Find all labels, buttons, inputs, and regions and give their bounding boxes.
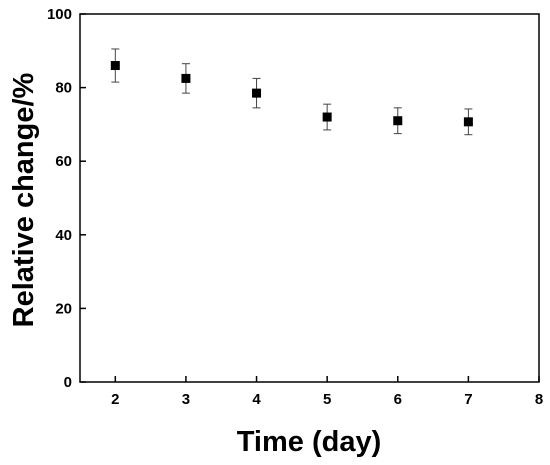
data-point [393, 116, 403, 126]
x-tick-label: 6 [394, 391, 402, 408]
x-tick-label: 4 [252, 391, 261, 408]
y-tick-label: 80 [55, 80, 72, 97]
y-axis: 0 20 40 60 80 100 [47, 6, 86, 391]
x-tick-label: 2 [111, 391, 119, 408]
y-tick-label: 40 [55, 227, 72, 244]
data-point [463, 117, 473, 127]
x-tick-label: 3 [182, 391, 190, 408]
x-tick-label: 7 [464, 391, 472, 408]
data-point [252, 88, 262, 98]
data-point [322, 112, 332, 122]
x-tick-label: 5 [323, 391, 331, 408]
data-point [110, 61, 120, 71]
x-axis-title: Time (day) [237, 426, 382, 458]
y-axis-title: Relative change/% [8, 72, 40, 327]
x-axis: 2 3 4 5 6 7 8 [111, 376, 543, 408]
data-point [181, 73, 191, 83]
y-tick-label: 60 [55, 153, 72, 170]
x-tick-label: 8 [535, 391, 543, 408]
y-tick-label: 100 [47, 6, 72, 23]
plot-frame [79, 13, 540, 383]
y-tick-label: 0 [64, 374, 72, 391]
data-points [110, 48, 473, 136]
y-tick-label: 20 [55, 300, 72, 317]
